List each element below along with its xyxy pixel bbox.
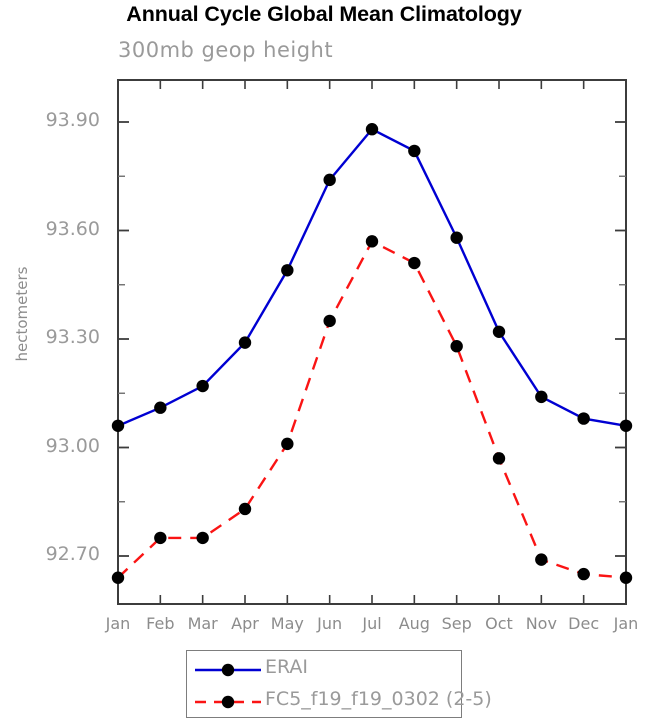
page-title: Annual Cycle Global Mean Climatology — [126, 2, 522, 26]
x-tick-label: Jan — [105, 614, 131, 633]
data-point — [323, 314, 336, 328]
x-tick-label: Jun — [317, 614, 343, 633]
data-point — [577, 412, 590, 425]
series-line-1 — [117, 239, 627, 579]
data-point — [196, 531, 209, 545]
data-point — [111, 571, 125, 584]
data-point — [154, 401, 167, 414]
x-tick-label: Jul — [362, 614, 382, 633]
y-tick-label: 93.30 — [45, 326, 100, 348]
data-point — [281, 437, 294, 451]
legend-label-1: FC5_f19_f19_0302 (2-5) — [265, 688, 492, 710]
legend-swatches — [195, 663, 261, 709]
data-point — [111, 419, 125, 432]
data-point — [323, 173, 336, 187]
y-tick-label: 93.60 — [45, 217, 100, 240]
data-point — [154, 531, 167, 545]
data-point — [281, 264, 294, 277]
data-point — [619, 419, 633, 432]
x-tick-label: May — [270, 614, 304, 633]
data-point — [365, 235, 379, 248]
data-point — [238, 502, 252, 516]
x-tick-label: Sep — [441, 614, 472, 633]
legend: ERAI FC5_f19_f19_0302 (2-5) — [186, 650, 492, 718]
data-point — [408, 256, 421, 270]
data-point — [492, 325, 506, 338]
data-point — [238, 336, 252, 349]
y-tick-label: 93.00 — [45, 434, 100, 457]
data-point — [535, 553, 548, 566]
data-point — [196, 379, 209, 393]
legend-marker-1 — [221, 695, 235, 709]
chart-subtitle: 300mb geop height — [118, 38, 334, 62]
data-point — [577, 567, 590, 581]
data-point — [450, 340, 463, 353]
x-tick-label: Apr — [231, 614, 259, 633]
axis-ticks — [117, 80, 627, 604]
data-point — [450, 231, 463, 244]
x-tick-label: Nov — [525, 614, 557, 633]
data-point — [535, 390, 548, 404]
legend-marker-0 — [221, 663, 235, 677]
data-point — [619, 571, 633, 584]
data-point — [492, 452, 506, 465]
x-tick-label: Aug — [398, 614, 430, 633]
data-series-group — [111, 123, 633, 584]
series-line-0 — [117, 127, 627, 427]
y-tick-label: 93.90 — [45, 109, 100, 131]
x-tick-label: Jan — [613, 614, 639, 633]
x-tick-label: Dec — [568, 614, 600, 633]
y-tick-label: 92.70 — [45, 543, 100, 565]
x-tick-label: Mar — [187, 614, 218, 633]
data-point — [408, 144, 421, 158]
axes-frame — [117, 79, 627, 605]
data-point — [365, 123, 379, 136]
x-tick-label: Feb — [146, 614, 175, 633]
legend-label-0: ERAI — [265, 656, 309, 678]
x-tick-label: Oct — [485, 614, 513, 633]
